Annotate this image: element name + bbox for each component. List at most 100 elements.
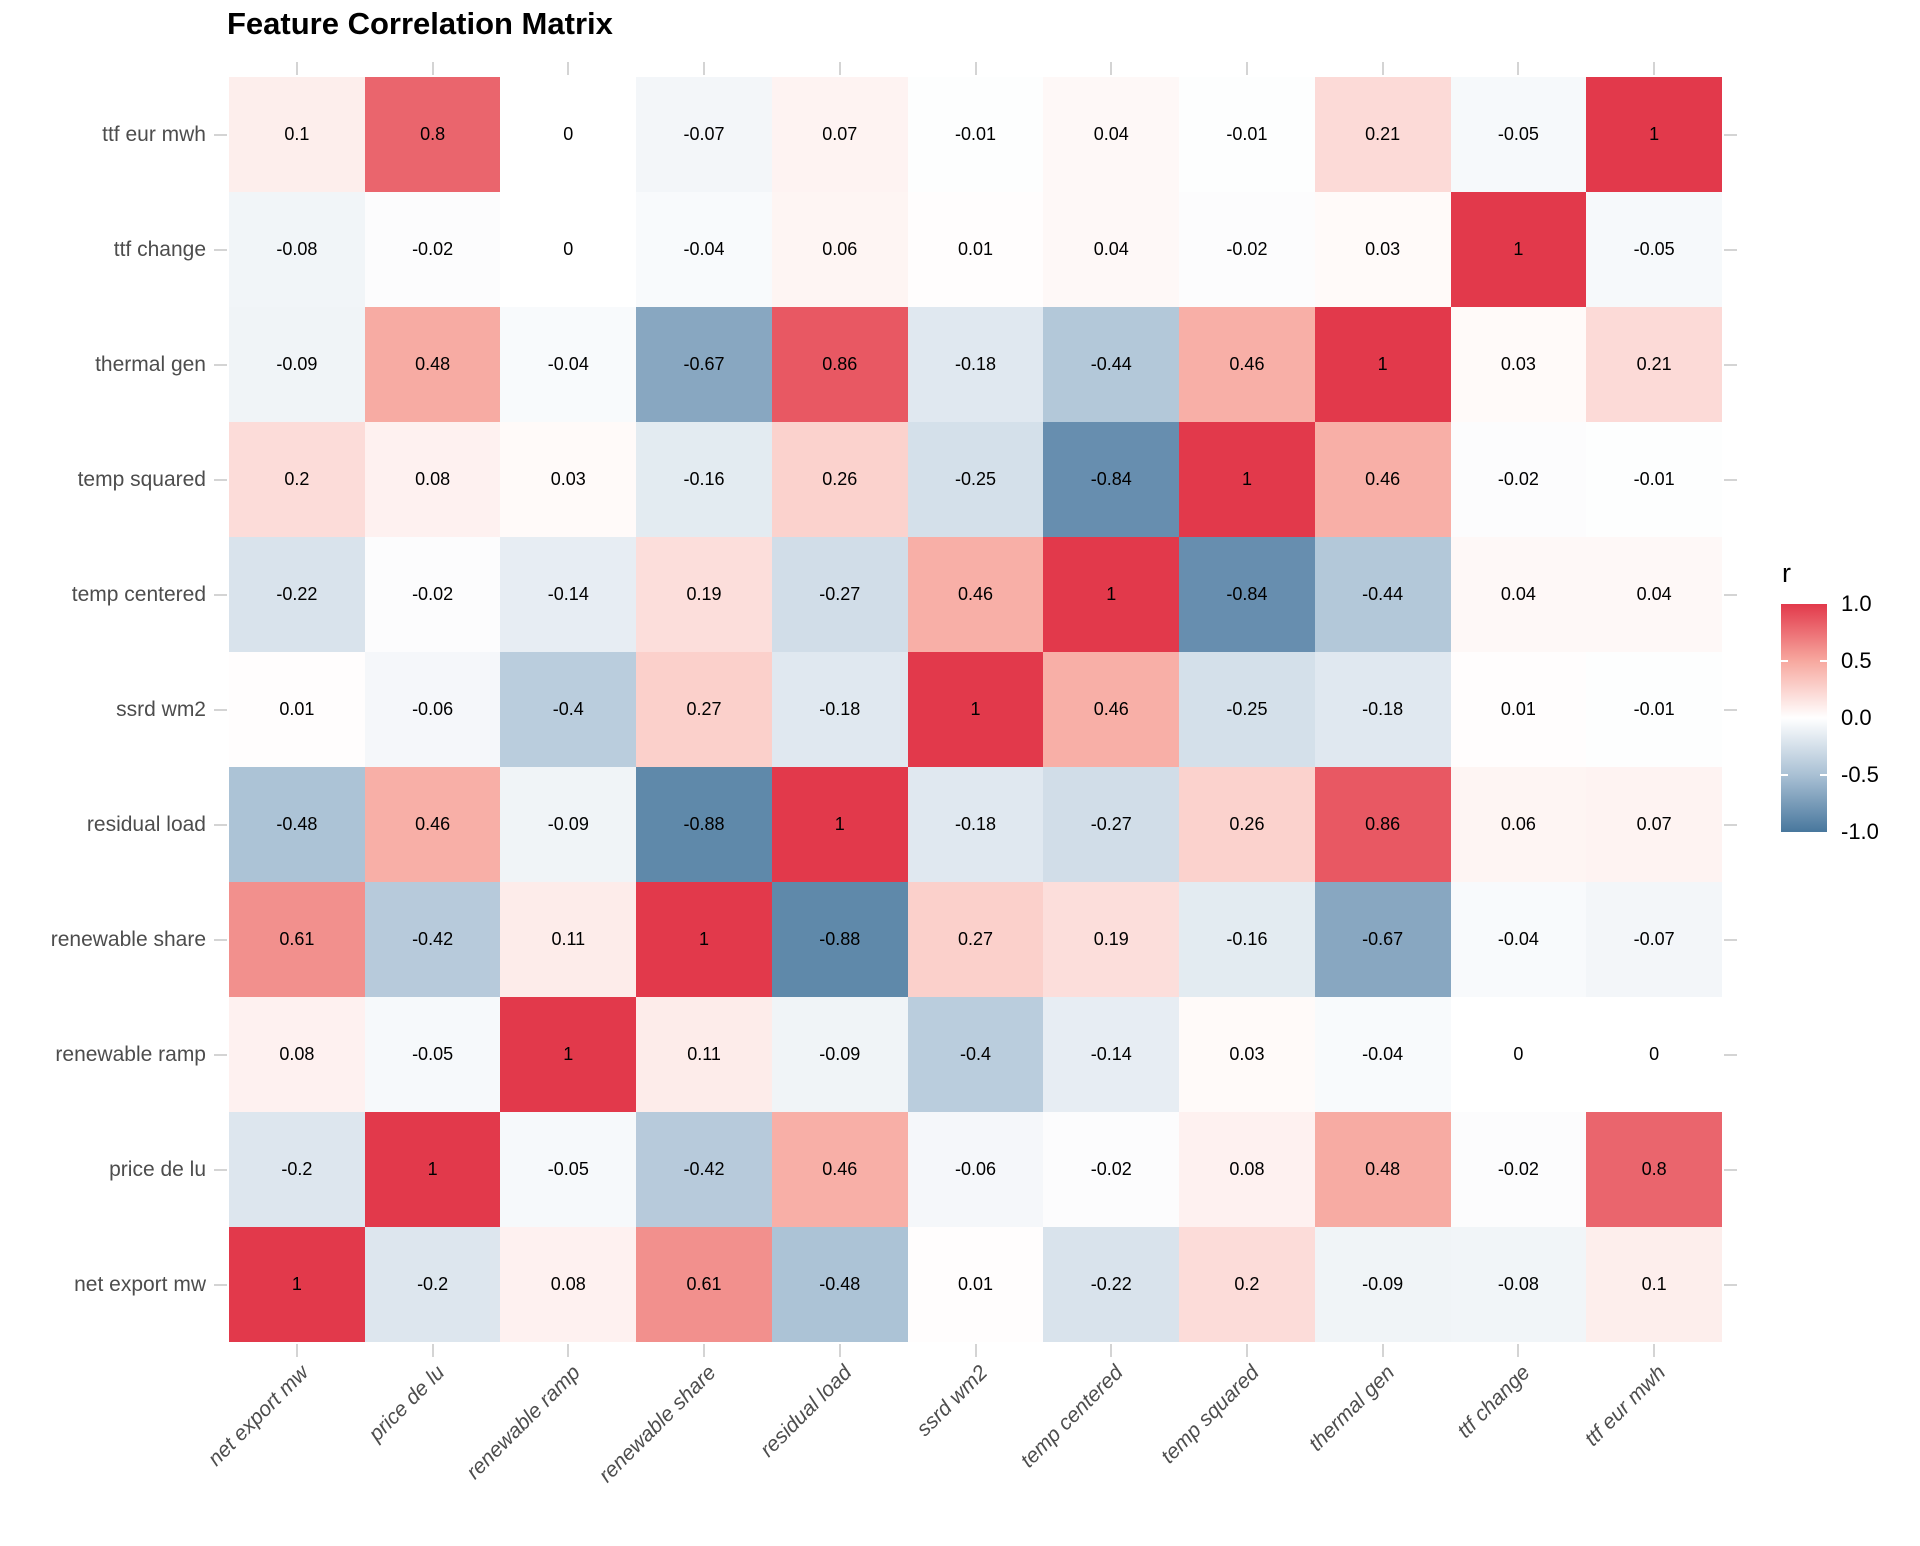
axis-tick [1724,192,1737,307]
axis-ticks-left [214,77,227,1342]
heatmap-cell: 0.26 [771,422,908,537]
heatmap-cell: -0.02 [1450,1112,1587,1227]
axis-tick [1586,1344,1722,1357]
cell-value: 0.19 [686,584,722,604]
heatmap-cell: -0.2 [364,1227,501,1342]
legend: r 1.0 0.5 0.0 -0.5 -1.0 [1781,558,1920,844]
heatmap-cell: -0.09 [229,307,365,422]
axis-tick [214,1112,227,1227]
axis-tick [500,62,636,75]
cell-value: 0.01 [279,699,315,719]
heatmap-cell: 0.11 [636,997,772,1112]
cell-value: -0.27 [819,584,861,604]
y-axis-label: ttf eur mwh [102,122,206,146]
heatmap-cell: 0.04 [1043,192,1180,307]
cell-value: -0.05 [1633,239,1675,259]
heatmap-cell: -0.05 [1450,77,1587,192]
heatmap-cell: 0.27 [907,882,1044,997]
heatmap-cell: 0.46 [1179,307,1315,422]
heatmap-cell: 0.27 [636,652,772,767]
heatmap-cell: 0.19 [636,537,772,652]
axis-tick [636,1344,772,1357]
cell-value: 0.03 [1229,1044,1265,1064]
cell-value: -0.14 [1090,1044,1132,1064]
heatmap-cell: -0.04 [1450,882,1587,997]
axis-tick [214,997,227,1112]
heatmap-cell: 0.8 [364,77,501,192]
heatmap-cell: -0.25 [1179,652,1315,767]
axis-tick [1724,537,1737,652]
legend-tick-notch [1820,660,1827,662]
heatmap-cell: 0.1 [1586,1227,1722,1342]
cell-value: 1 [834,814,845,834]
cell-value: 0.26 [822,469,858,489]
heatmap-cell: -0.42 [364,882,501,997]
axis-tick [229,62,365,75]
cell-value: -0.01 [1226,124,1268,144]
x-axis-label: renewable share [594,1361,721,1488]
y-axis-labels: ttf eur mwh ttf change thermal gen temp squ… [0,77,206,1342]
legend-body: 1.0 0.5 0.0 -0.5 -1.0 [1781,591,1920,844]
heatmap-cell: -0.18 [907,767,1044,882]
x-axis-label: ssrd wm2 [911,1361,992,1441]
heatmap-cell: 0.48 [1314,1112,1451,1227]
heatmap-cell: 0 [500,77,637,192]
cell-value: -0.25 [1226,699,1268,719]
cell-value: -0.09 [1362,1274,1404,1294]
cell-value: -0.14 [547,584,589,604]
axis-tick [1724,997,1737,1112]
heatmap-cell: -0.27 [771,537,908,652]
cell-value: -0.07 [1633,929,1675,949]
heatmap-cell: -0.02 [1450,422,1587,537]
x-axis-label: ttf change [1453,1361,1535,1443]
cell-value: 0.46 [415,814,451,834]
axis-tick [500,1344,636,1357]
axis-tick [214,1227,227,1342]
cell-value: -0.04 [683,239,725,259]
cell-value: -0.02 [1090,1159,1132,1179]
cell-value: 0.04 [1500,584,1536,604]
cell-value: -0.84 [1226,584,1268,604]
legend-colorbar [1781,604,1827,832]
cell-value: -0.44 [1362,584,1404,604]
heatmap-cell: 0.03 [1314,192,1451,307]
heatmap-cell: -0.22 [229,537,365,652]
heatmap-cell: -0.04 [636,192,772,307]
axis-tick [214,422,227,537]
heatmap-cell: 0.48 [364,307,501,422]
heatmap-cell: -0.04 [1314,997,1451,1112]
cell-value: 0.2 [1234,1274,1260,1294]
heatmap-cell: -0.14 [1043,997,1180,1112]
cell-value: -0.05 [412,1044,454,1064]
axis-tick [1724,307,1737,422]
legend-tick-labels: 1.0 0.5 0.0 -0.5 -1.0 [1841,591,1911,844]
heatmap-cell: 1 [907,652,1044,767]
cell-value: 1 [699,929,710,949]
heatmap-cell: 0.06 [771,192,908,307]
chart-title: Feature Correlation Matrix [227,6,613,41]
legend-tick-label: 1.0 [1841,591,1872,616]
legend-tick-notch [1820,774,1827,776]
cell-value: 0.03 [1500,354,1536,374]
cell-value: -0.04 [1497,929,1539,949]
cell-value: -0.4 [959,1044,991,1064]
cell-value: -0.18 [1362,699,1404,719]
y-axis-label: renewable share [50,927,206,951]
heatmap-cell: -0.06 [364,652,501,767]
y-axis-label: net export mw [74,1272,206,1296]
cell-value: 0.11 [551,929,586,949]
heatmap-cell: 0.04 [1043,77,1180,192]
heatmap-cell: -0.88 [636,767,772,882]
heatmap-cell: -0.48 [229,767,365,882]
cell-value: 0.8 [1641,1159,1667,1179]
axis-tick [1724,1227,1737,1342]
legend-tick-notch [1781,774,1788,776]
cell-value: 0.46 [822,1159,858,1179]
legend-tick-label: 0.5 [1841,648,1872,673]
cell-value: -0.42 [683,1159,725,1179]
heatmap-cell: -0.42 [636,1112,772,1227]
axis-tick [908,62,1044,75]
heatmap-cell: 0.03 [1179,997,1315,1112]
heatmap-cell: 1 [500,997,637,1112]
cell-value: 0.86 [822,354,858,374]
